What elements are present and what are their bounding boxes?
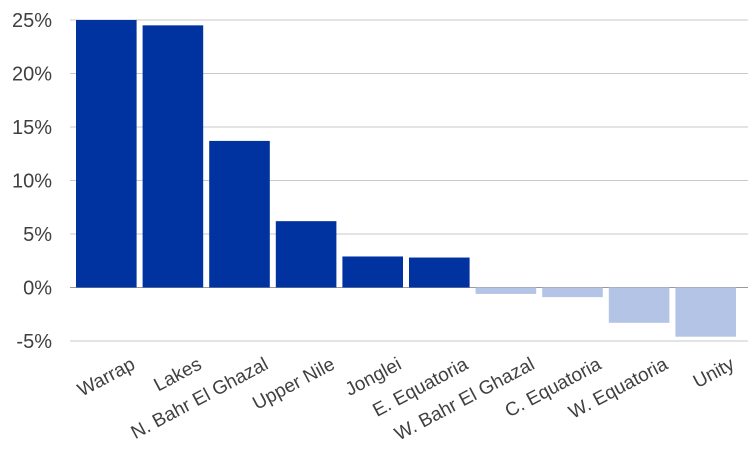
y-tick-label: 15% bbox=[12, 117, 52, 139]
bar bbox=[342, 256, 403, 288]
bars bbox=[76, 20, 736, 337]
bar bbox=[542, 287, 603, 298]
bar bbox=[409, 257, 470, 288]
x-tick-label: Warrap bbox=[74, 354, 138, 401]
bar bbox=[76, 20, 137, 288]
bar bbox=[608, 287, 670, 323]
bar bbox=[675, 287, 736, 337]
x-tick-label: Unity bbox=[690, 354, 739, 393]
bar bbox=[209, 140, 270, 288]
bar bbox=[275, 221, 337, 288]
y-tick-label: -5% bbox=[16, 331, 52, 353]
bar bbox=[475, 287, 537, 294]
y-axis-labels: -5% 0% 5% 10% 15% 20% 25% bbox=[12, 10, 52, 353]
y-tick-label: 5% bbox=[23, 224, 52, 246]
bar bbox=[142, 25, 204, 288]
y-tick-label: 10% bbox=[12, 171, 52, 193]
y-tick-label: 20% bbox=[12, 64, 52, 86]
y-tick-label: 25% bbox=[12, 10, 52, 32]
y-tick-label: 0% bbox=[23, 278, 52, 300]
